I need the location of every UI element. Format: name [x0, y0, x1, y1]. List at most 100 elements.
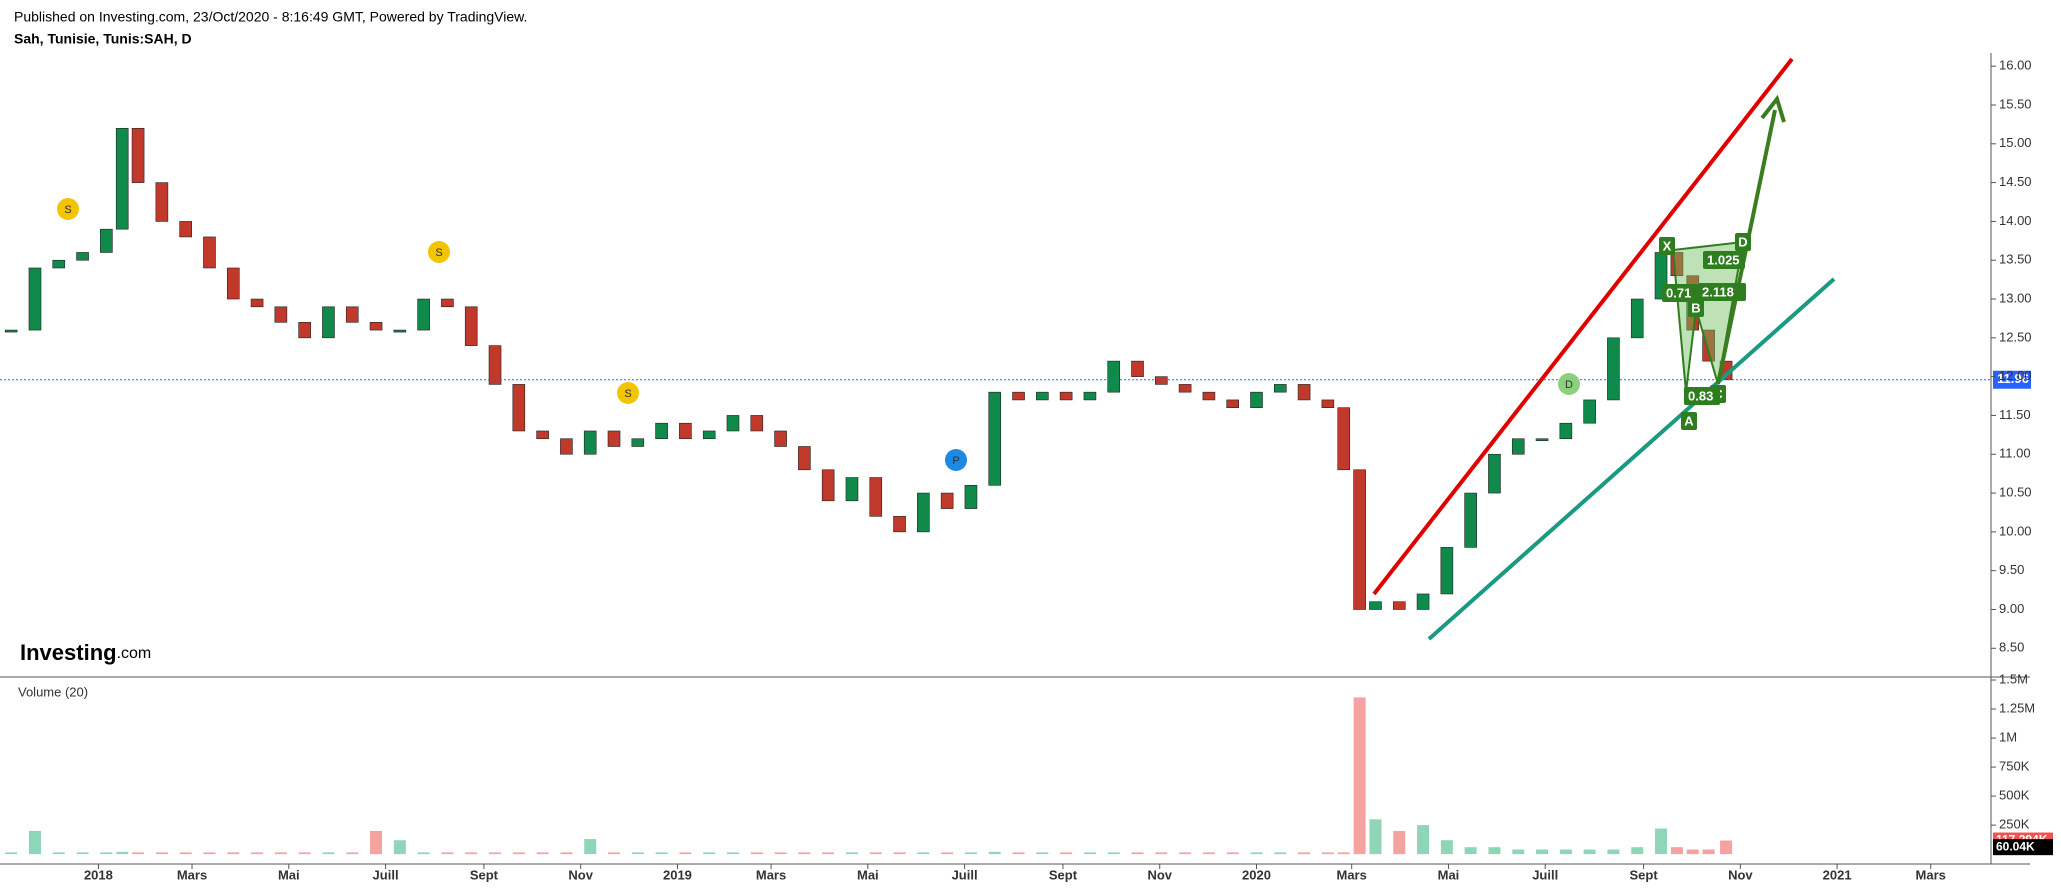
x-tick-label: Mars — [756, 867, 786, 882]
x-tick-label: Sept — [1629, 867, 1658, 882]
candle — [226, 267, 240, 300]
volume-bar — [512, 852, 525, 855]
volume-tag — [1993, 839, 2053, 856]
candle — [1464, 492, 1477, 548]
volume-bar — [100, 852, 113, 855]
pattern-ratio-box — [1703, 251, 1745, 269]
candle — [179, 221, 192, 238]
volume-bar — [155, 852, 168, 855]
volume-bar — [1250, 852, 1263, 855]
x-tick-label: Mars — [1916, 867, 1946, 882]
candle — [1630, 298, 1644, 339]
volume-bar — [1720, 840, 1733, 855]
pattern-point-box — [1688, 299, 1704, 317]
volume-bar — [274, 852, 287, 855]
volume-bar — [893, 852, 906, 855]
volume-bar — [179, 852, 192, 855]
volume-bar — [845, 852, 858, 855]
volume-bar — [1702, 849, 1715, 855]
candle — [536, 430, 549, 440]
volume-title: Volume (20) — [18, 684, 88, 699]
y-tick-label: 10.50 — [1999, 484, 2032, 499]
candle — [4, 329, 18, 333]
volume-bar — [1337, 852, 1350, 855]
volume-tick-label: 1.25M — [1999, 700, 2035, 715]
volume-bar — [1202, 852, 1215, 855]
x-tick-label: 2018 — [84, 867, 113, 882]
candle — [203, 236, 216, 269]
y-tick-label: 15.00 — [1999, 135, 2032, 150]
volume-bar — [5, 852, 18, 855]
volume-bar — [227, 852, 240, 855]
volume-bar — [1512, 849, 1525, 855]
x-tick-label: Nov — [1728, 867, 1753, 882]
volume-tick-label: 500K — [1999, 788, 2030, 803]
event-label: P — [952, 455, 959, 467]
last-price-label: 11.96 — [1997, 371, 2029, 386]
volume-bar — [869, 852, 882, 855]
volume-bar — [988, 851, 1001, 855]
volume-bar — [1036, 852, 1049, 855]
candle — [441, 298, 454, 308]
volume-bar — [1131, 852, 1144, 855]
volume-bar — [1670, 847, 1683, 855]
volume-bar — [1369, 819, 1382, 855]
volume-bar — [560, 852, 573, 855]
pattern-ratio-box — [1684, 387, 1720, 405]
event-label: S — [624, 388, 631, 400]
candle — [76, 252, 89, 261]
candle — [607, 430, 621, 447]
candle — [726, 415, 740, 432]
y-tick-label: 9.00 — [1999, 601, 2024, 616]
candle — [750, 415, 764, 432]
volume-bar — [1155, 852, 1168, 855]
volume-bar — [203, 852, 216, 855]
x-tick-label: Juill — [373, 867, 399, 882]
candle — [488, 345, 502, 385]
candle — [1297, 384, 1311, 401]
candle — [1440, 547, 1454, 595]
candle — [964, 484, 978, 509]
candle — [821, 469, 835, 502]
logo-suffix: .com — [117, 645, 152, 662]
volume-bar — [536, 852, 549, 855]
volume-bar — [1060, 852, 1073, 855]
x-tick-label: Mai — [278, 867, 300, 882]
volume-bar — [1464, 847, 1477, 855]
pattern-ratio: 2.118 — [1702, 284, 1734, 299]
volume-bar — [1607, 849, 1620, 855]
candle — [417, 298, 430, 331]
candle — [1488, 453, 1501, 494]
x-tick-label: Juill — [1532, 867, 1558, 882]
volume-bar — [1012, 852, 1025, 855]
candle — [464, 306, 478, 346]
harmonic-pattern — [1671, 240, 1745, 393]
y-tick-label: 14.50 — [1999, 174, 2032, 189]
y-tick-label: 12.00 — [1999, 368, 2032, 383]
candle — [369, 322, 383, 331]
x-tick-label: Sept — [470, 867, 499, 882]
volume-bar — [417, 852, 430, 855]
event-label: S — [435, 247, 442, 259]
event-marker — [1558, 373, 1580, 395]
candle — [1083, 391, 1097, 401]
volume-bar — [251, 852, 264, 855]
volume-bar — [1655, 828, 1668, 855]
candle — [893, 516, 906, 533]
volume-bar — [28, 830, 41, 855]
candle — [1559, 422, 1573, 440]
x-tick-label: Nov — [568, 867, 593, 882]
candle — [28, 267, 42, 331]
event-label: S — [64, 204, 71, 216]
candle — [155, 182, 169, 222]
symbol-line: Sah, Tunisie, Tunis:SAH, D — [14, 31, 192, 47]
volume-bar — [941, 852, 954, 855]
volume-bar — [917, 852, 930, 855]
candle — [100, 228, 113, 253]
volume-bar — [116, 851, 129, 855]
candle — [131, 127, 145, 183]
volume-bar — [1583, 849, 1596, 855]
x-tick-label: Mars — [1337, 867, 1367, 882]
candle — [869, 477, 883, 517]
